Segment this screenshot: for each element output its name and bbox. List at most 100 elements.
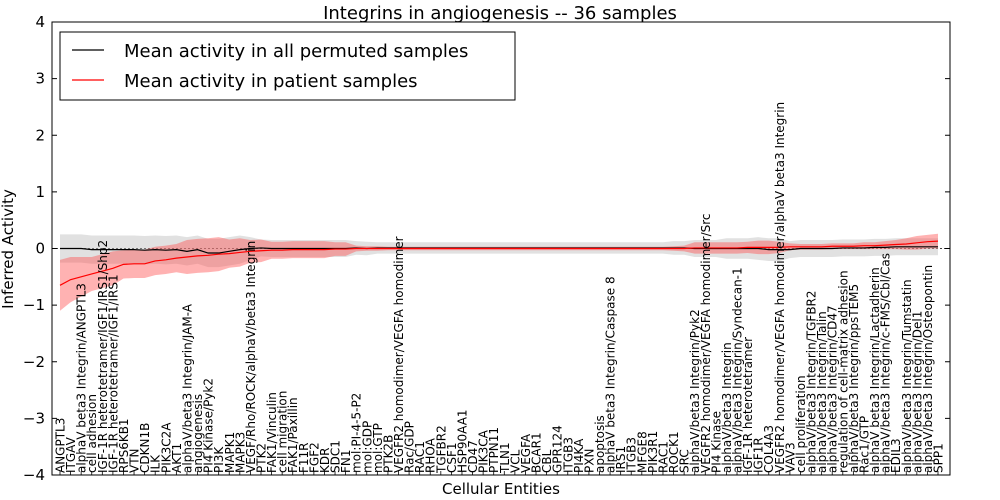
x-tick-label: CBL: [540, 449, 554, 473]
y-tick-label: −4: [23, 466, 45, 484]
x-tick-label: CD47: [466, 440, 480, 473]
x-tick-label: alphaV/beta3 Integrin/c-FMS/Cbl/Cas: [879, 253, 893, 473]
y-tick-label: 4: [35, 13, 45, 31]
x-tick-label: AKT1: [170, 443, 184, 473]
x-tick-label: RHOA: [424, 437, 438, 473]
x-tick-label: VEGFR2 homodimer/VEGFA homodimer/Src: [699, 213, 713, 473]
line-patient: [59, 240, 939, 286]
x-tick-label: F11R: [297, 442, 311, 473]
x-tick-label: VEGFR2 homodimer/VEGFA homodimer: [392, 236, 406, 473]
y-tick-label: −3: [23, 409, 45, 427]
x-tick-label: MAPK1: [223, 432, 237, 473]
x-tick-label: FAK1/Vinculin: [265, 392, 279, 473]
x-tick-label: PI4 Kinase/Pyk2: [202, 378, 216, 473]
legend-box: [59, 31, 516, 101]
x-tick-label: ROCK1: [667, 431, 681, 473]
y-tick-label: 0: [35, 240, 45, 258]
band-patient: [60, 233, 938, 311]
x-tick-label: alphaV/beta3 Integrin/ppsTEM5: [847, 284, 861, 473]
legend-label-patient: Mean activity in patient samples: [124, 71, 418, 92]
x-tick-label: IGF-1R heterotetramer/IGF1/IRS1: [106, 274, 120, 473]
x-tick-label: IGF1R: [752, 437, 766, 473]
x-tick-label: alphaV/beta3 Integrin/Osteopontin: [921, 265, 935, 473]
x-tick-label: RPS6KB1: [117, 418, 131, 473]
x-tick-label: PI3K: [212, 446, 226, 473]
x-tick-label: apoptosis: [593, 415, 607, 473]
band-permuted: [60, 234, 938, 268]
x-tick-label: MAPK3: [233, 432, 247, 473]
x-tick-label: FN1: [339, 449, 353, 473]
x-tick-label: regulation of cell-matrix adhesion: [836, 270, 850, 473]
y-axis: 4 3 2 1 0 −1 −2 −3 −4: [23, 13, 950, 484]
x-tick-label: alphaV/beta3 Integrin/Tumstatin: [900, 279, 914, 473]
x-tick-label: PIK3C2A: [159, 422, 173, 473]
x-tick-label: IRS1: [614, 446, 628, 473]
x-tick-label: alphaV/beta3 Integrin: [720, 342, 734, 473]
x-tick-label: Rac1/GTP: [857, 416, 871, 473]
x-tick-label: alphaV beta3 Integrin/Lactadherin: [868, 267, 882, 473]
x-tick-label: alphaV/beta3 Integrin/CD47: [826, 305, 840, 473]
x-tick-label: IGF-1R heterotetramer/IGF1/IRS1/Shp2: [96, 240, 110, 473]
y-tick-label: 2: [35, 126, 45, 144]
x-tick-label: PTK2B: [381, 435, 395, 473]
y-axis-label: Inferred Activity: [0, 189, 17, 309]
x-tick-label: PTPN11: [487, 427, 501, 473]
x-tick-label: alphaV/beta3 Integrin/JAM-A: [180, 303, 194, 473]
x-tick-label: mol:GDP: [360, 421, 374, 473]
x-tick-label: ITGB3: [561, 437, 575, 473]
x-tick-label: ANGPTL3: [54, 418, 68, 473]
legend: Mean activity in all permuted samples Me…: [59, 31, 516, 101]
x-tick-label: alphaV/beta3 Integrin/Talin: [815, 311, 829, 473]
x-tick-label: mol:PI-4-5-P2: [350, 393, 364, 473]
x-tick-label: EDIL3: [889, 438, 903, 473]
y-tick-label: −2: [23, 353, 45, 371]
x-tick-label: VAV3: [783, 442, 797, 473]
legend-label-permuted: Mean activity in all permuted samples: [124, 41, 468, 62]
x-tick-label: alphaV beta3 Integrin/ANGPTL3: [75, 283, 89, 473]
x-tick-label: CSF1: [445, 442, 459, 473]
x-tick-label: alphaV/beta3 Integrin/Del1: [910, 311, 924, 473]
x-tick-label: cell proliferation: [794, 375, 808, 473]
x-tick-label: RAC1: [656, 441, 670, 473]
x-tick-label: IGF-1R heterotetramer: [741, 337, 755, 473]
x-tick-label: cell migration: [276, 391, 290, 473]
x-tick-label: mol:GTP: [371, 423, 385, 473]
x-tick-label: COL4A3: [762, 425, 776, 473]
x-tick-label: VCL: [508, 449, 522, 473]
x-tick-label: cell adhesion: [85, 394, 99, 473]
x-tick-label: ITGAV: [64, 436, 78, 473]
x-tick-label: PI4KA: [572, 438, 586, 473]
x-tick-label: VEGFA: [519, 433, 533, 473]
y-tick-label: 1: [35, 183, 45, 201]
x-tick-label: ITGB3: [625, 437, 639, 473]
x-tick-label: GPR124: [551, 425, 565, 473]
x-tick-label: PTK2: [254, 443, 268, 473]
y-tick-label: −1: [23, 296, 45, 314]
x-tick-label: FAK1/Paxillin: [286, 397, 300, 473]
x-tick-label: MFGE8: [635, 431, 649, 473]
x-tick-label: TGFBR2: [434, 425, 448, 474]
x-tick-label: PIK3CA: [477, 429, 491, 473]
x-tick-label: SPP1: [932, 443, 946, 473]
x-tick-label: angiogenesis: [191, 394, 205, 473]
x-axis-label: Cellular Entities: [442, 480, 560, 498]
x-tick-label: KDR: [318, 448, 332, 473]
x-tick-label: VEGFR2 homodimer/VEGFA homodimer/alphaV …: [773, 102, 787, 473]
x-tick-label: PIK3R1: [646, 431, 660, 473]
x-tick-label: SDC1: [329, 440, 343, 473]
x-tick-label: ILK: [149, 454, 163, 473]
x-tick-label: Rac/GDP: [403, 421, 417, 473]
x-tick-label: SRC: [678, 449, 692, 473]
x-tick-label: HSP90AA1: [455, 409, 469, 473]
plot-area: [52, 233, 950, 311]
x-tick-label: CDKN1B: [138, 423, 152, 473]
x-tick-label: BCAR1: [530, 432, 544, 473]
x-tick-label: VEGF/Rho/ROCK/alphaV/beta3 Integrin: [244, 241, 258, 473]
x-tick-label: alphaV beta3 Integrin/Caspase 8: [604, 276, 618, 473]
y-tick-label: 3: [35, 70, 45, 88]
x-tick-label: RAC1: [413, 441, 427, 473]
x-tick-label: FGF2: [307, 442, 321, 473]
x-tick-label: alphaV/beta3 Integrin/Pyk2: [688, 309, 702, 473]
